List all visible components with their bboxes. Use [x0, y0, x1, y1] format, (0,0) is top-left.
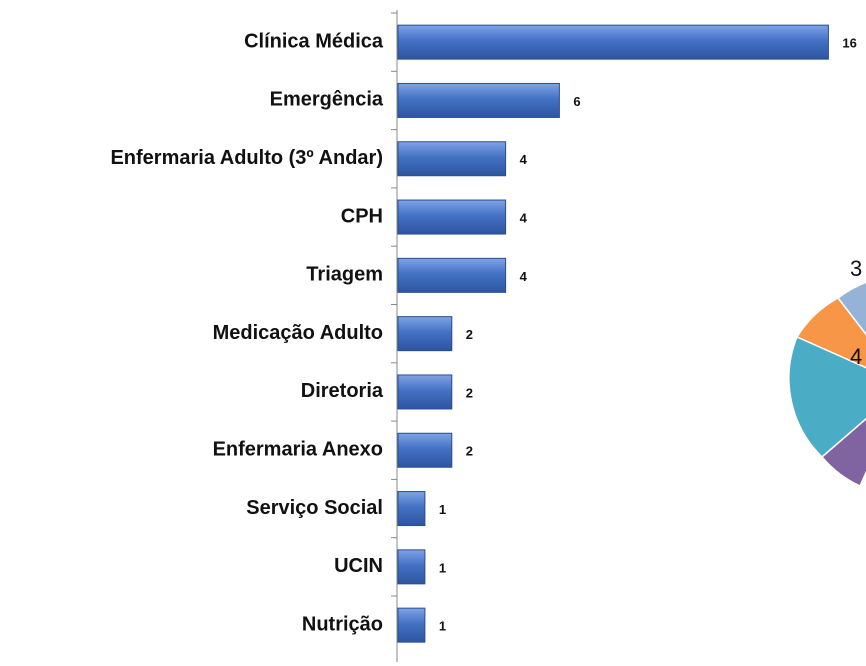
pie-slice: [836, 281, 866, 336]
category-label: Medicação Adulto: [213, 322, 383, 344]
category-label: Nutrição: [302, 613, 383, 635]
value-label: 2: [466, 327, 473, 342]
value-label: 1: [439, 560, 446, 575]
bar: [397, 374, 453, 410]
value-label: 2: [466, 385, 473, 400]
category-label: Serviço Social: [246, 497, 383, 519]
pie-label: 4: [850, 344, 862, 369]
bar: [397, 316, 453, 352]
value-label: 2: [466, 444, 473, 459]
category-label: UCIN: [334, 555, 383, 577]
bar: [397, 549, 426, 585]
value-label: 4: [520, 210, 528, 225]
category-label: Enfermaria Anexo: [213, 439, 383, 461]
category-label: Clínica Médica: [244, 30, 384, 52]
bar: [397, 607, 426, 643]
value-label: 6: [573, 94, 580, 109]
category-label: Emergência: [270, 89, 384, 111]
pie-label: 3: [850, 256, 862, 281]
bar: [397, 491, 426, 527]
bar: [397, 257, 507, 293]
pie-fragment: 3 4: [788, 256, 866, 487]
bar: [397, 432, 453, 468]
value-label: 1: [439, 502, 446, 517]
pie-slice: [788, 335, 866, 459]
value-label: 1: [439, 619, 446, 634]
category-label: Diretoria: [301, 380, 384, 402]
bar: [397, 82, 560, 118]
value-label: 4: [520, 152, 528, 167]
value-label: 16: [842, 36, 856, 51]
pie-slice: [820, 417, 866, 487]
category-label: CPH: [341, 205, 383, 227]
bar: [397, 24, 829, 60]
category-label: Triagem: [306, 264, 383, 286]
value-label: 4: [520, 269, 528, 284]
bar: [397, 199, 507, 235]
category-label: Enfermaria Adulto (3º Andar): [110, 147, 383, 169]
bar: [397, 141, 507, 177]
